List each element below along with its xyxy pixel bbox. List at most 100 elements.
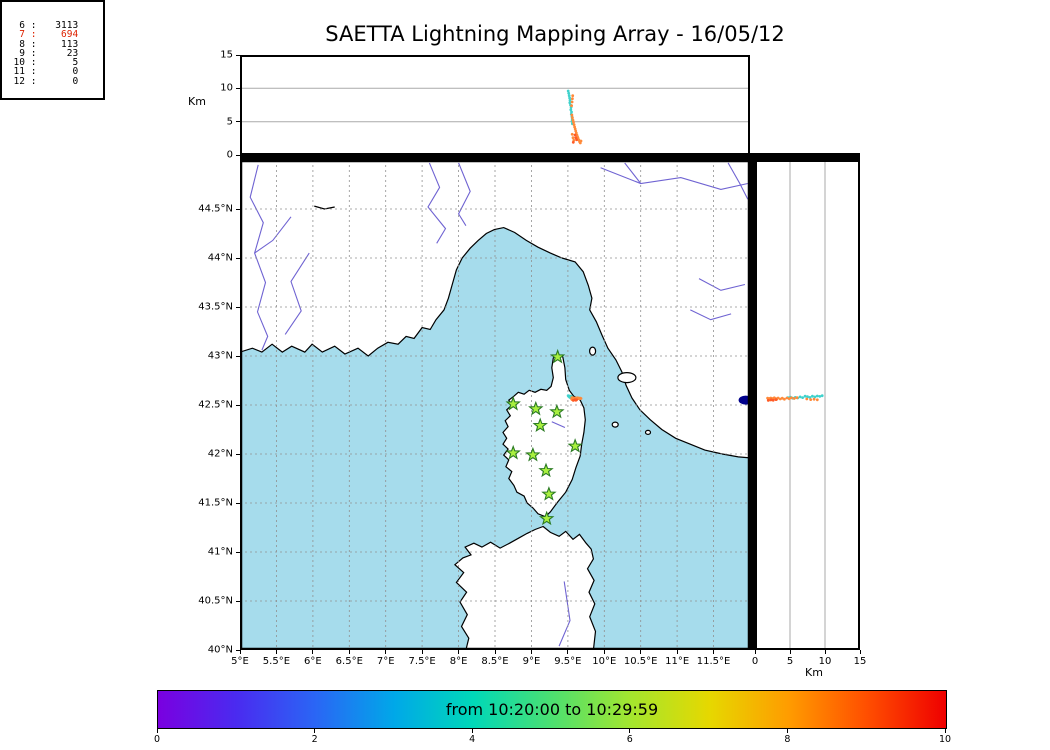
latitude-tick-mark xyxy=(236,453,240,455)
lightning-source-point xyxy=(575,398,578,402)
lightning-source-point xyxy=(780,396,784,400)
lma-station-star xyxy=(528,400,544,416)
panel-divider-horizontal xyxy=(240,153,860,161)
latitude-tick-label: 42°N xyxy=(207,448,233,460)
latitude-tick-label: 44°N xyxy=(207,252,233,264)
altitude-axis-unit-bottom: Km xyxy=(805,666,823,679)
altitude-tick-mark-bottom xyxy=(859,650,861,654)
longitude-tick-label: 6°E xyxy=(304,656,322,667)
colorbar-tick-label: 8 xyxy=(784,734,791,745)
lake-line xyxy=(314,205,335,210)
river-line xyxy=(249,164,269,351)
lma-station-star xyxy=(505,395,521,411)
altitude-longitude-panel xyxy=(240,55,750,155)
longitude-tick-mark xyxy=(494,650,496,654)
longitude-tick-mark xyxy=(530,650,532,654)
lightning-source-point xyxy=(571,97,574,101)
lightning-source-point xyxy=(812,397,816,401)
stat-colon: : xyxy=(25,20,43,31)
lightning-source-point xyxy=(778,397,782,401)
lightning-source-point xyxy=(774,398,778,401)
river-line xyxy=(558,581,571,647)
lightning-source-point xyxy=(571,116,574,120)
lma-station-star xyxy=(567,438,583,453)
lightning-source-point xyxy=(795,396,799,400)
longitude-tick-label: 7°E xyxy=(376,656,395,667)
lightning-source-point xyxy=(769,398,773,402)
altitude-tick-label-bottom: 5 xyxy=(786,656,794,667)
lightning-source-point xyxy=(573,133,577,137)
river-line xyxy=(727,162,749,200)
longitude-tick-label: 11°E xyxy=(665,656,690,667)
lightning-source-point xyxy=(805,397,809,401)
lightning-source-point xyxy=(567,91,571,95)
lma-station-star xyxy=(549,403,565,419)
lightning-source-point xyxy=(801,396,804,399)
lightning-source-point xyxy=(568,96,571,100)
stat-source-count: 694 xyxy=(61,29,79,41)
latitude-tick-label: 40°N xyxy=(207,644,233,656)
river-line xyxy=(551,421,566,429)
river-line xyxy=(690,309,732,321)
stat-min-stations: 10 xyxy=(13,57,25,69)
lma-station-star xyxy=(549,348,566,364)
lma-station-star xyxy=(538,462,554,478)
stat-source-count: 23 xyxy=(66,47,79,59)
station-stat-row: 6 : 3113 xyxy=(12,20,103,31)
lightning-source-point xyxy=(790,396,793,400)
lightning-source-point xyxy=(569,108,573,112)
latitude-tick-mark xyxy=(236,551,240,553)
map-panel xyxy=(240,160,750,650)
colorbar-tick-mark xyxy=(314,729,316,733)
lightning-source-point xyxy=(787,397,791,401)
stat-source-count: 5 xyxy=(72,57,79,69)
mainland-coast xyxy=(240,160,750,459)
altitude-tick-label-bottom: 15 xyxy=(853,656,867,667)
island-outline xyxy=(589,346,597,356)
lightning-source-point xyxy=(813,395,817,399)
latitude-tick-mark xyxy=(236,306,240,308)
altitude-tick-mark xyxy=(236,87,240,89)
lightning-source-point xyxy=(783,397,786,401)
lightning-source-point xyxy=(570,100,574,104)
river-line xyxy=(427,162,447,244)
station-stat-row: 7 : 694 xyxy=(12,29,103,41)
altitude-tick-mark xyxy=(236,121,240,123)
longitude-tick-mark xyxy=(458,650,460,654)
latitude-tick-label: 42.5°N xyxy=(198,399,233,411)
longitude-tick-label: 9.5°E xyxy=(554,656,582,667)
longitude-tick-label: 9°E xyxy=(522,656,541,667)
altitude-tick-label-bottom: 0 xyxy=(751,656,759,667)
altitude-tick-mark xyxy=(236,54,240,56)
panel-border xyxy=(755,160,860,650)
stat-min-stations: 9 xyxy=(19,47,25,59)
altitude-longitude-canvas xyxy=(240,55,750,155)
lightning-source-point xyxy=(566,89,570,93)
latitude-tick-mark xyxy=(236,257,240,259)
colorbar-tick-label: 4 xyxy=(469,734,476,745)
stat-source-count: 0 xyxy=(72,75,79,87)
stat-source-count: 0 xyxy=(72,66,79,78)
lightning-source-point xyxy=(818,395,822,398)
stat-colon: : xyxy=(25,47,43,59)
altitude-tick-label: 5 xyxy=(226,116,233,128)
station-stat-row: 11 : 0 xyxy=(12,66,103,78)
longitude-tick-mark xyxy=(713,650,715,654)
colorbar-tick-label: 10 xyxy=(938,734,952,745)
stat-colon: : xyxy=(25,75,43,87)
latitude-tick-label: 44.5°N xyxy=(198,203,233,215)
longitude-tick-mark xyxy=(275,650,277,654)
colorbar-tick-label: 0 xyxy=(153,734,161,745)
lightning-source-point xyxy=(567,94,571,98)
altitude-tick-mark-bottom xyxy=(754,650,756,654)
stat-min-stations: 6 xyxy=(19,20,25,31)
lma-station-star xyxy=(525,446,541,462)
lightning-source-point xyxy=(766,399,770,402)
stat-colon: : xyxy=(25,29,43,41)
lma-station-star xyxy=(532,417,548,433)
river-line xyxy=(254,216,292,254)
longitude-tick-mark xyxy=(676,650,678,654)
lightning-source-point xyxy=(798,395,802,399)
lma-station-star xyxy=(541,486,557,501)
lightning-source-point xyxy=(815,394,819,398)
